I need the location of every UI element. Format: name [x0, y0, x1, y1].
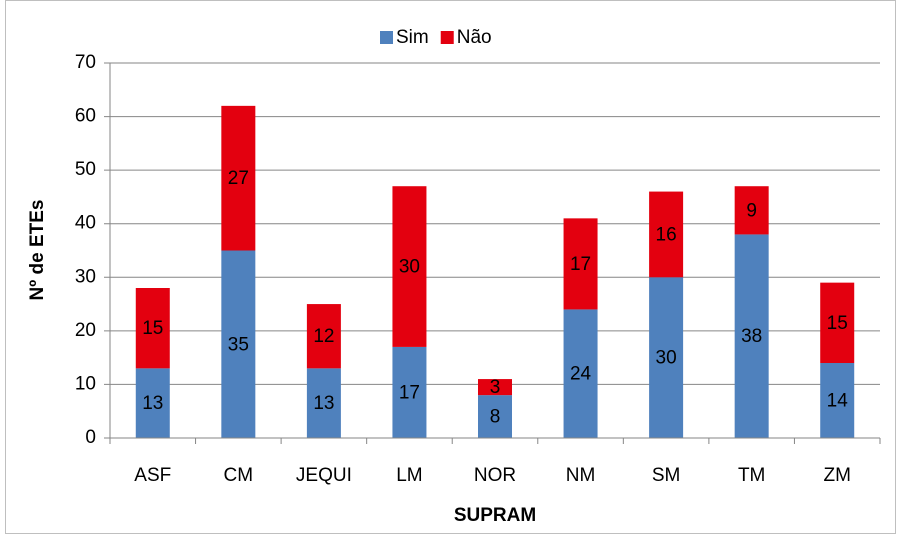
- x-tick-label: NM: [566, 465, 596, 486]
- bar-segment: [221, 250, 256, 438]
- data-label: 13: [313, 393, 334, 414]
- y-tick-label: 40: [75, 213, 96, 234]
- data-label: 8: [490, 407, 501, 428]
- x-tick-label: NOR: [474, 465, 516, 486]
- bar-segment: [820, 282, 855, 363]
- bar-segment: [820, 363, 855, 438]
- data-label: 38: [741, 326, 762, 347]
- x-tick-label: ASF: [134, 465, 171, 486]
- data-label: 17: [570, 254, 591, 275]
- data-label: 24: [570, 364, 592, 385]
- data-label: 35: [228, 334, 249, 355]
- bar-segment: [135, 288, 170, 369]
- bar-segment: [478, 395, 512, 438]
- data-label: 14: [827, 391, 849, 412]
- data-label: 12: [313, 326, 334, 347]
- y-axis-label: Nº de ETEs: [27, 200, 48, 301]
- bar-segment: [306, 304, 341, 369]
- data-label: 15: [142, 318, 163, 339]
- x-tick-label: TM: [738, 465, 765, 486]
- y-tick-label: 50: [75, 159, 96, 180]
- bar-segment: [649, 191, 684, 278]
- bar-segment: [734, 186, 769, 235]
- x-axis-label: SUPRAM: [454, 505, 536, 526]
- y-tick-label: 30: [75, 266, 96, 287]
- data-label: 3: [490, 377, 501, 398]
- bar-segment: [734, 234, 769, 438]
- x-tick-label: ZM: [824, 465, 851, 486]
- data-label: 30: [399, 257, 420, 278]
- legend-label: Não: [457, 27, 492, 48]
- y-tick-label: 10: [75, 373, 96, 394]
- bar-segment: [392, 346, 427, 438]
- data-label: 9: [746, 200, 757, 221]
- data-label: 15: [827, 313, 848, 334]
- legend-label: Sim: [396, 27, 429, 48]
- data-label: 27: [228, 168, 249, 189]
- data-label: 17: [399, 382, 420, 403]
- legend-swatch: [440, 31, 454, 44]
- data-label: 13: [142, 393, 163, 414]
- x-tick-label: JEQUI: [296, 465, 352, 486]
- bar-segment: [135, 368, 170, 438]
- bar-segment: [563, 218, 598, 310]
- y-tick-label: 20: [75, 320, 96, 341]
- data-label: 30: [656, 348, 677, 369]
- legend-swatch: [380, 31, 393, 44]
- bar-segment: [478, 379, 512, 396]
- y-tick-label: 0: [85, 427, 96, 448]
- y-tick-label: 60: [75, 106, 96, 127]
- y-tick-label: 70: [75, 52, 96, 73]
- bar-segment: [649, 277, 684, 438]
- bar-segment: [306, 368, 341, 438]
- x-tick-label: CM: [224, 465, 254, 486]
- bar-segment: [563, 309, 598, 438]
- data-label: 16: [656, 224, 677, 245]
- x-tick-label: SM: [652, 465, 681, 486]
- bar-segment: [392, 186, 427, 347]
- x-tick-label: LM: [396, 465, 422, 486]
- bar-segment: [221, 105, 256, 251]
